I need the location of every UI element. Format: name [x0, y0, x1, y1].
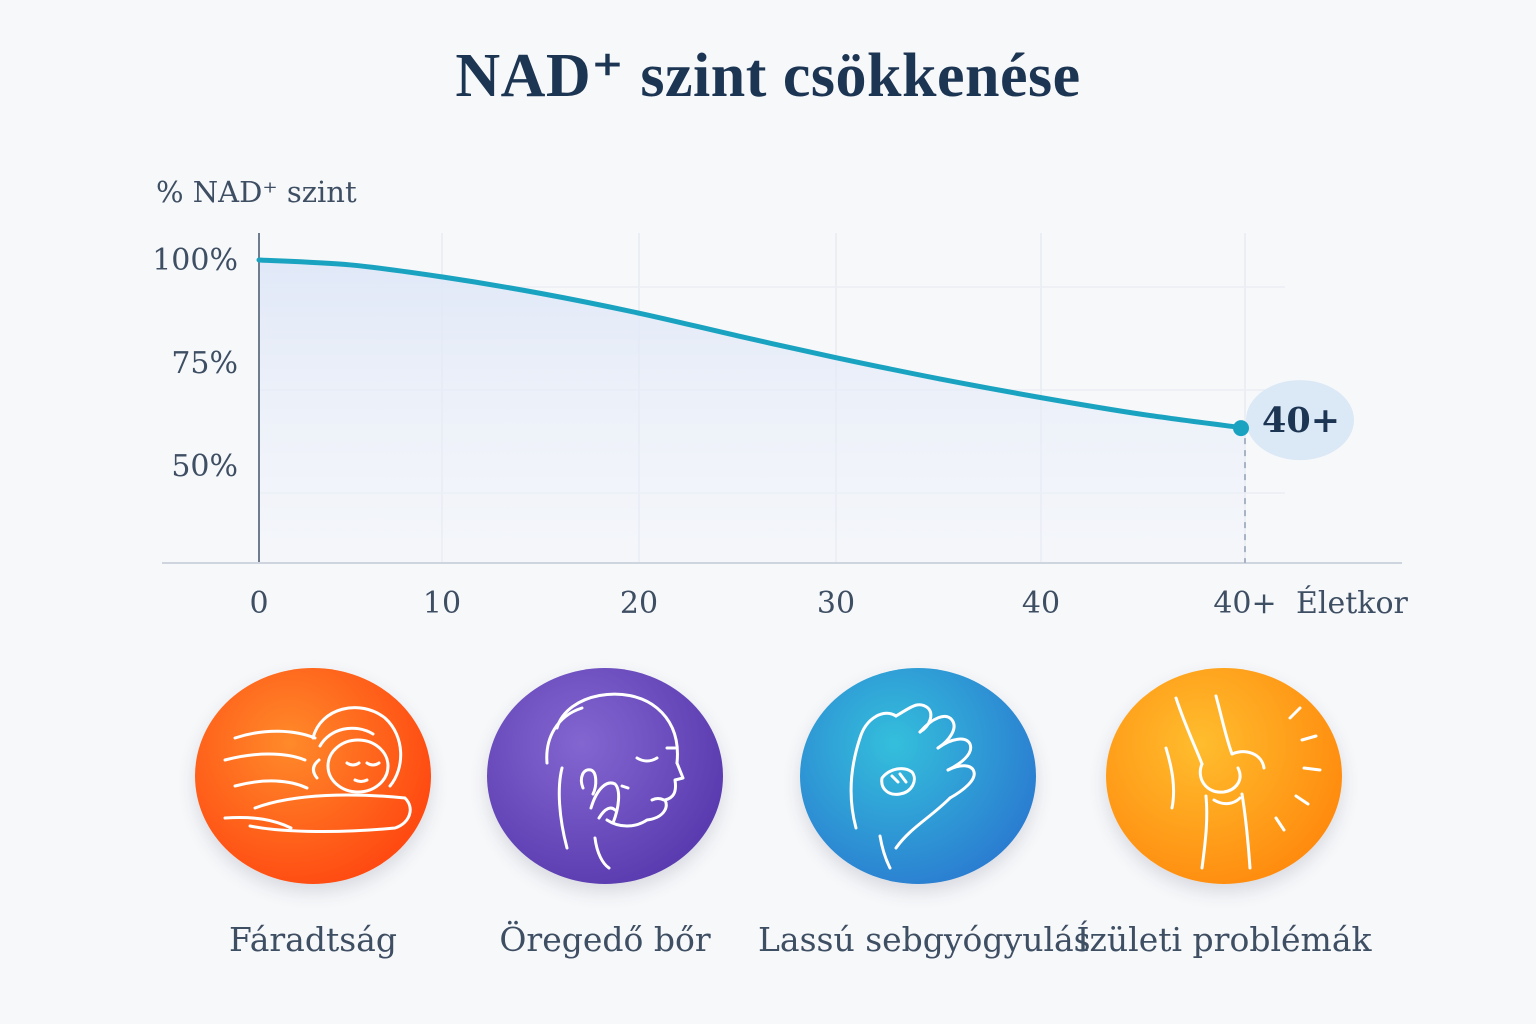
- y-axis-title: % NAD⁺ szint: [156, 175, 357, 209]
- y-tick-label: 50%: [171, 449, 238, 484]
- symptom-icons-row: Fáradtság Öregedő bőr: [0, 668, 1536, 988]
- symptom-joint-problems: Ízületi problémák: [1064, 668, 1384, 988]
- annotation-point: [1233, 420, 1249, 437]
- x-tick-label: 30: [817, 586, 855, 621]
- symptom-slow-healing: Lassú sebgyógyulás: [758, 668, 1091, 988]
- y-tick-labels: 100% 75% 50%: [152, 243, 238, 484]
- symptom-label: Ízületi problémák: [1076, 920, 1372, 959]
- injured-hand-icon: [800, 668, 1036, 884]
- x-tick-label: 40: [1022, 586, 1060, 621]
- x-tick-labels: 0 10 20 30 40 40+: [249, 586, 1276, 621]
- x-tick-label: 0: [249, 586, 268, 621]
- x-tick-label: 20: [620, 586, 658, 621]
- x-axis-title: Életkor: [1296, 585, 1409, 621]
- symptom-aging-skin: Öregedő bőr: [445, 668, 765, 988]
- sleeping-person-icon: [195, 668, 431, 884]
- symptom-label: Lassú sebgyógyulás: [758, 920, 1091, 959]
- face-touching-skin-icon: [487, 668, 723, 884]
- annotation-label: 40+: [1262, 400, 1340, 441]
- chart-area-fill: [259, 260, 1245, 563]
- knee-joint-icon: [1106, 668, 1342, 884]
- chart-canvas: 40+ % NAD⁺ szint Életkor 100% 75% 50% 0 10 2…: [152, 175, 1409, 621]
- x-tick-label: 40+: [1213, 586, 1276, 621]
- y-tick-label: 100%: [152, 243, 238, 278]
- symptom-label: Öregedő bőr: [499, 920, 711, 959]
- symptom-label: Fáradtság: [229, 920, 397, 959]
- symptom-fatigue: Fáradtság: [153, 668, 473, 988]
- series-line-nad: [256, 257, 1248, 431]
- y-tick-label: 75%: [171, 346, 238, 381]
- nad-decline-chart: 40+ % NAD⁺ szint Életkor 100% 75% 50% 0 10 2…: [152, 175, 1409, 621]
- page-title: NAD⁺ szint csökkenése: [455, 42, 1081, 110]
- annotation-bubble: [1246, 380, 1354, 461]
- x-tick-label: 10: [423, 586, 461, 621]
